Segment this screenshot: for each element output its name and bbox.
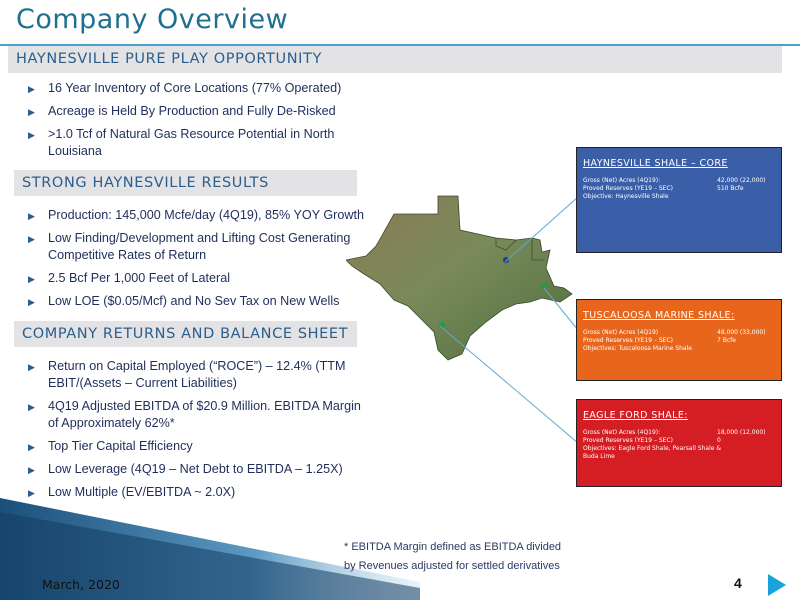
info-row: Objective: Haynesville Shale <box>583 193 669 200</box>
date-label: March, 2020 <box>42 577 120 592</box>
section-heading-haynesville: HAYNESVILLE PURE PLAY OPPORTUNITY <box>8 46 782 73</box>
list-item: ▶ 16 Year Inventory of Core Locations (77… <box>28 80 368 97</box>
list-item: ▶ Production: 145,000 Mcfe/day (4Q19), 85… <box>28 207 373 224</box>
arrow-icon: ▶ <box>28 107 35 117</box>
arrow-icon: ▶ <box>28 442 35 452</box>
section-heading-returns: COMPANY RETURNS AND BALANCE SHEET <box>14 321 357 347</box>
info-box-tuscaloosa: TUSCALOOSA MARINE SHALE: Gross (Net) Acr… <box>576 299 782 381</box>
arrow-icon: ▶ <box>28 274 35 284</box>
list-item: ▶ Acreage is Held By Production and Fully… <box>28 103 368 120</box>
page-number: 4 <box>734 575 742 591</box>
arrow-icon: ▶ <box>28 130 35 140</box>
info-box-haynesville: HAYNESVILLE SHALE – CORE Gross (Net) Acr… <box>576 147 782 253</box>
section-heading-results: STRONG HAYNESVILLE RESULTS <box>14 170 357 196</box>
info-row: Objectives: Eagle Ford Shale, Pearsall S… <box>583 445 722 460</box>
title-divider <box>0 44 800 46</box>
list-item: ▶ Return on Capital Employed (“ROCE”) – 1… <box>28 359 346 390</box>
info-row: Gross (Net) Acres (4Q19): 18,000 (12,000) <box>583 429 766 436</box>
list-item: ▶ 4Q19 Adjusted EBITDA of $20.9 Million. … <box>28 399 361 430</box>
decorative-wedge <box>0 498 420 600</box>
list-item: ▶ 2.5 Bcf Per 1,000 Feet of Lateral <box>28 270 373 287</box>
info-box-title: EAGLE FORD SHALE: <box>583 410 688 421</box>
arrow-icon: ▶ <box>28 234 35 244</box>
info-box-title: HAYNESVILLE SHALE – CORE <box>583 158 728 169</box>
list-item: ▶ Low Multiple (EV/EBITDA ~ 2.0X) <box>28 484 373 501</box>
info-row: Proved Reserves (YE19 – SEC) 510 Bcfe <box>583 185 744 192</box>
bullet-list-haynesville: ▶ 16 Year Inventory of Core Locations (77… <box>28 80 368 166</box>
tuscaloosa-marker <box>541 283 547 289</box>
info-row: Proved Reserves (YE19 – SEC) 7 Bcfe <box>583 337 736 344</box>
arrow-icon: ▶ <box>28 84 35 94</box>
bullet-list-returns: ▶ Return on Capital Employed (“ROCE”) – 1… <box>28 358 373 507</box>
list-item: ▶ Low LOE ($0.05/Mcf) and No Sev Tax on N… <box>28 293 373 310</box>
info-box-title: TUSCALOOSA MARINE SHALE: <box>583 310 735 321</box>
list-item: ▶ >1.0 Tcf of Natural Gas Resource Potent… <box>28 127 335 158</box>
info-row: Proved Reserves (YE19 – SEC) 0 <box>583 437 721 444</box>
info-row: Gross (Net) Acres (4Q19): 42,000 (22,000) <box>583 177 766 184</box>
page-title: Company Overview <box>16 4 289 35</box>
haynesville-marker <box>503 257 509 263</box>
arrow-icon: ▶ <box>28 465 35 475</box>
info-row: Gross (Net) Acres (4Q19) 48,000 (33,000) <box>583 329 766 336</box>
list-item: ▶ Low Leverage (4Q19 – Net Debt to EBITDA… <box>28 461 373 478</box>
texas-louisiana-map <box>346 195 573 361</box>
arrow-icon: ▶ <box>28 297 35 307</box>
state-border <box>531 238 544 261</box>
footnote: * EBITDA Margin defined as EBITDA divide… <box>344 541 562 572</box>
next-slide-icon[interactable] <box>768 574 786 596</box>
list-item: ▶ Low Finding/Development and Lifting Cos… <box>28 231 351 262</box>
arrow-icon: ▶ <box>28 488 35 498</box>
info-box-eagle-ford: EAGLE FORD SHALE: Gross (Net) Acres (4Q1… <box>576 399 782 487</box>
info-row: Objectives: Tuscaloosa Marine Shale <box>583 345 692 352</box>
bullet-list-results: ▶ Production: 145,000 Mcfe/day (4Q19), 85… <box>28 207 373 316</box>
arrow-icon: ▶ <box>28 211 35 221</box>
list-item: ▶ Top Tier Capital Efficiency <box>28 438 373 455</box>
arrow-icon: ▶ <box>28 362 35 372</box>
state-border <box>495 238 517 251</box>
arrow-icon: ▶ <box>28 402 35 412</box>
